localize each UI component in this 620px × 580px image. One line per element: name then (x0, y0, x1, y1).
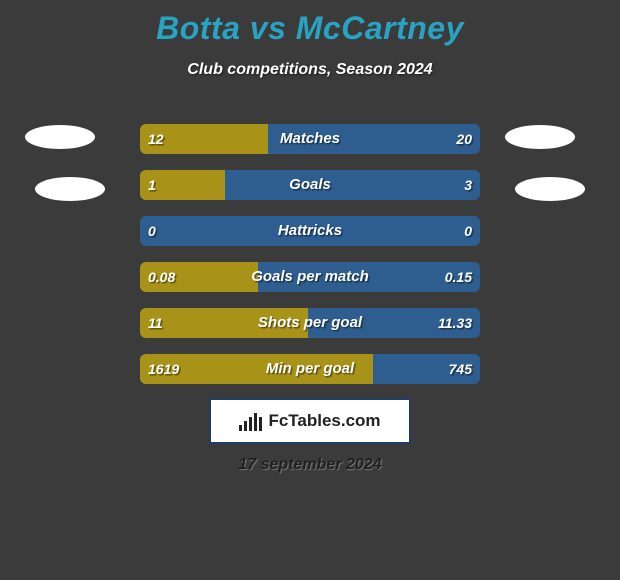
stat-value-left: 11 (148, 308, 163, 338)
stat-value-left: 1619 (148, 354, 179, 384)
stat-row: 0.080.15Goals per match (0, 262, 620, 292)
stat-bar-track (140, 308, 480, 338)
branding-bars-icon (239, 411, 262, 431)
stat-value-right: 0 (464, 216, 472, 246)
stat-bar-track (140, 216, 480, 246)
stat-value-left: 0 (148, 216, 156, 246)
stat-rows: 1220Matches13Goals00Hattricks0.080.15Goa… (0, 124, 620, 400)
stat-row: 1619745Min per goal (0, 354, 620, 384)
stat-bar-track (140, 170, 480, 200)
stat-value-right: 0.15 (445, 262, 472, 292)
stat-row: 00Hattricks (0, 216, 620, 246)
branding-text: FcTables.com (268, 411, 380, 431)
stat-bar-track (140, 262, 480, 292)
stat-bar-track (140, 354, 480, 384)
stat-value-left: 0.08 (148, 262, 175, 292)
footer-date: 17 september 2024 (0, 456, 620, 474)
stat-bar-fill-left (140, 308, 308, 338)
stat-value-left: 12 (148, 124, 164, 154)
stat-value-left: 1 (148, 170, 156, 200)
stat-row: 13Goals (0, 170, 620, 200)
stat-bar-track (140, 124, 480, 154)
branding-badge: FcTables.com (209, 398, 411, 444)
page-title: Botta vs McCartney (0, 0, 620, 47)
stat-row: 1220Matches (0, 124, 620, 154)
comparison-infographic: Botta vs McCartney Club competitions, Se… (0, 0, 620, 580)
stat-value-right: 11.33 (438, 308, 472, 338)
subtitle: Club competitions, Season 2024 (0, 61, 620, 79)
stat-value-right: 20 (456, 124, 472, 154)
stat-value-right: 745 (449, 354, 472, 384)
stat-row: 1111.33Shots per goal (0, 308, 620, 338)
stat-value-right: 3 (464, 170, 472, 200)
